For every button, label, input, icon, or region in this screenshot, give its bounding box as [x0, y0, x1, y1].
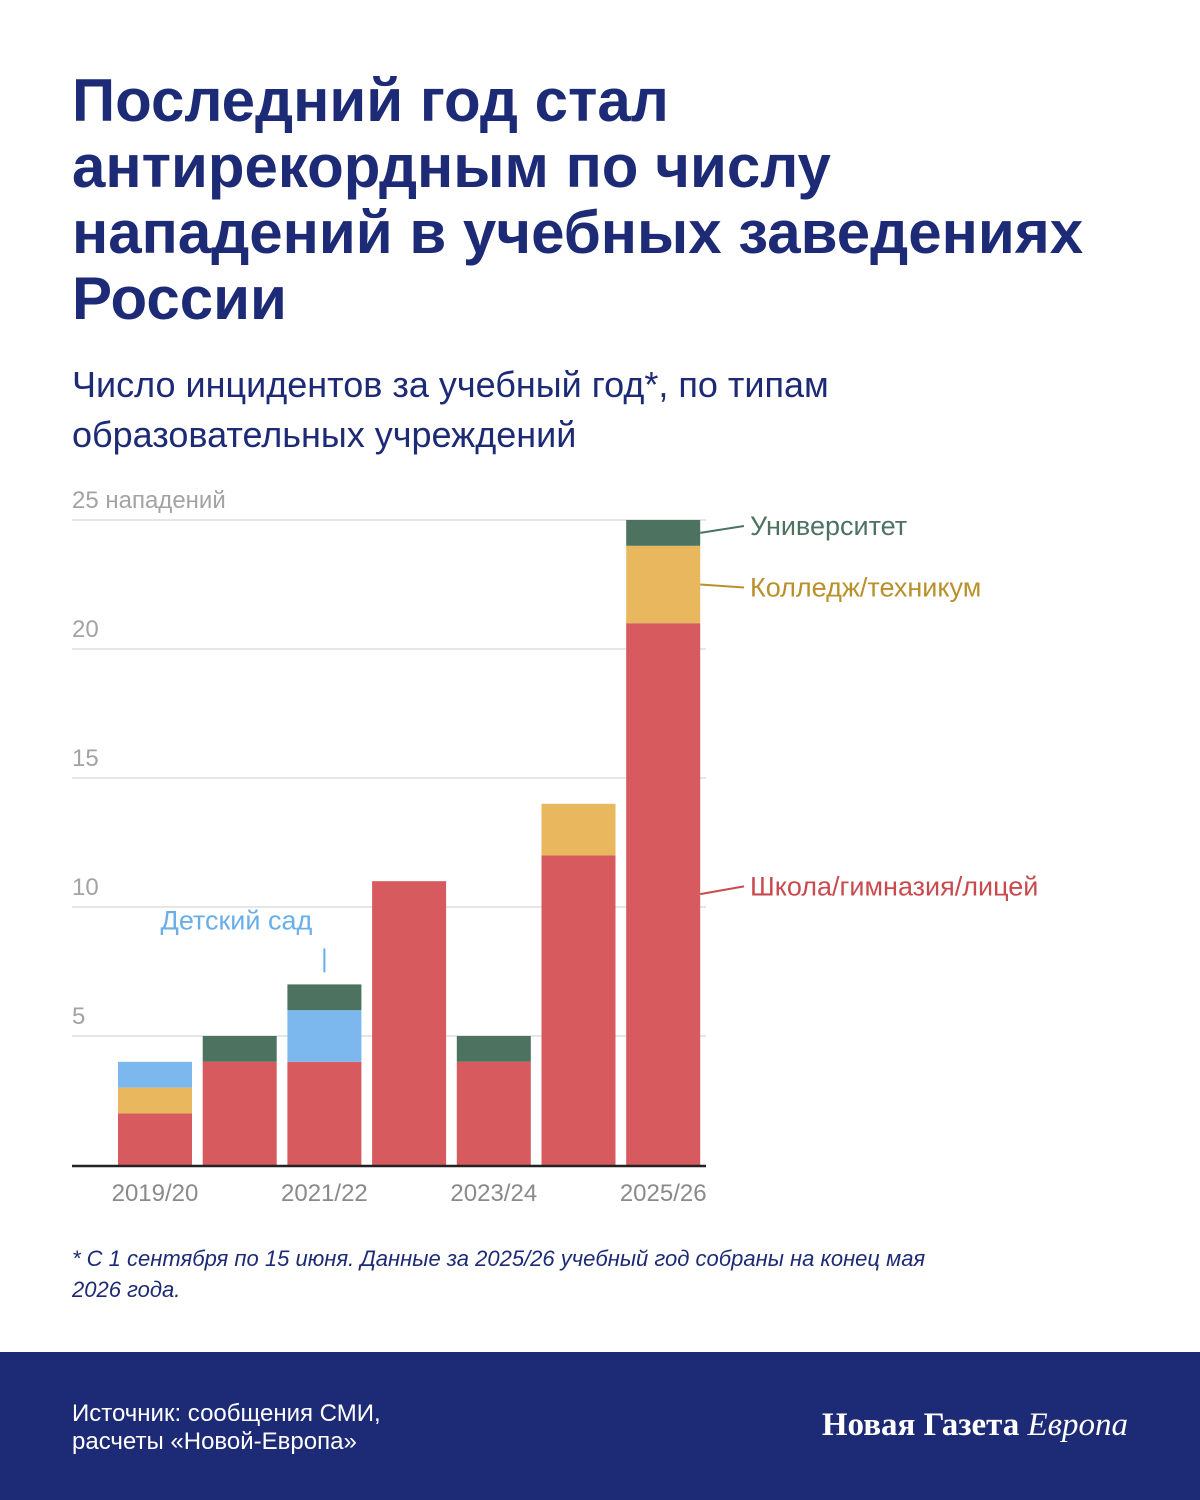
source-line-2: расчеты «Новой-Европа»	[72, 1428, 357, 1455]
bar-segment	[626, 623, 701, 1165]
bar-segment	[541, 803, 616, 856]
source-line-1: Источник: сообщения СМИ,	[72, 1400, 381, 1427]
x-tick-label: 2023/24	[450, 1180, 537, 1207]
brand-logo: Новая Газета Европа	[822, 1407, 1128, 1444]
bar-segment	[626, 520, 701, 546]
x-tick-label: 2021/22	[281, 1180, 368, 1207]
brand-main: Новая Газета	[821, 1407, 1020, 1443]
bar-segment	[456, 1036, 531, 1062]
series-label: Школа/гимназия/лицей	[750, 871, 1038, 901]
stacked-bar-chart: 5 10 15 20 25 нападений 2019/20 2021/22 2023/24…	[72, 487, 1038, 1207]
y-tick-label: 25 нападений	[72, 487, 226, 514]
series-label-leader	[700, 885, 745, 896]
y-tick-label: 20	[72, 616, 99, 643]
chart-title: Последний год стал антирекордным по числ…	[72, 67, 1084, 332]
footnote: * С 1 сентября по 15 июня. Данные за 202…	[72, 1246, 926, 1302]
chart-subtitle: Число инцидентов за учебный год*, по тип…	[72, 364, 829, 455]
y-tick-label: 10	[72, 874, 99, 901]
series-label-leader	[700, 525, 745, 534]
series-label: Детский сад	[161, 905, 313, 935]
bar-segment	[202, 1036, 277, 1062]
bar-segment	[372, 881, 447, 1165]
brand-italic: Европа	[1027, 1407, 1128, 1443]
source-note: Источник: сообщения СМИ, расчеты «Новой-…	[72, 1400, 592, 1456]
bar-segment	[118, 1113, 192, 1165]
bar-segment	[287, 984, 362, 1011]
bar-segment	[118, 1061, 192, 1088]
bar-segment	[202, 1061, 277, 1165]
bar-segment	[456, 1061, 531, 1165]
bar-segment	[541, 855, 616, 1165]
series-label-leader	[700, 583, 745, 589]
y-tick-label: 5	[72, 1003, 85, 1030]
series-label: Колледж/техникум	[750, 573, 981, 603]
bar-segment	[287, 1061, 362, 1165]
bar-segment	[118, 1087, 192, 1114]
x-tick-label: 2025/26	[620, 1180, 707, 1207]
y-tick-label: 15	[72, 745, 99, 772]
bar-segment	[287, 1010, 362, 1062]
x-tick-label: 2019/20	[112, 1180, 199, 1207]
footer-bar: Источник: сообщения СМИ, расчеты «Новой-…	[0, 1352, 1200, 1500]
series-label: Университет	[750, 511, 907, 541]
bar-segment	[626, 545, 701, 624]
